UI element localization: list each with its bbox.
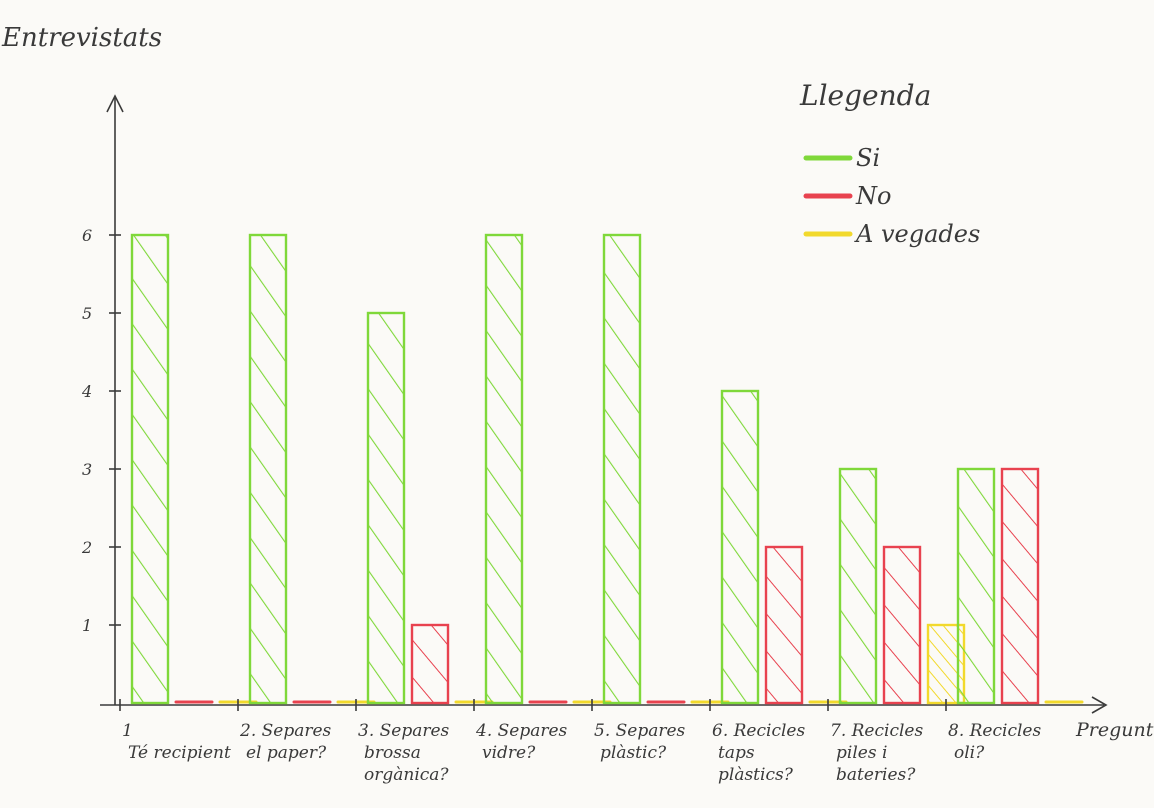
legend-label: No (855, 182, 891, 210)
y-tick-label: 1 (82, 616, 92, 635)
x-tick-label: 2. Separes el paper? (239, 721, 332, 763)
bar-si (484, 233, 524, 705)
y-tick-label: 6 (82, 226, 92, 245)
bar-no (410, 623, 450, 705)
y-ticks: 1 2 3 4 5 6 (81, 226, 121, 635)
x-tick-label: 7. Recicles piles i bateries? (830, 721, 923, 785)
bar-no (764, 545, 804, 705)
y-tick-label: 5 (82, 304, 92, 323)
bar-si (602, 233, 642, 705)
y-tick-label: 2 (81, 538, 92, 557)
bars-group (119, 233, 1084, 711)
x-tick-label: 5. Separes plàstic? (594, 721, 686, 763)
x-tick-label: 4. Separes vidre? (475, 721, 568, 763)
bar-no (882, 545, 922, 705)
y-axis-arrow (106, 94, 124, 113)
x-tick-label: 6. Recicles taps plàstics? (712, 721, 805, 785)
y-tick-label: 4 (81, 382, 92, 401)
bar-si (366, 311, 406, 705)
legend-items: Si No A vegades (803, 144, 980, 248)
x-tick-label: 3. Separes brossa orgànica? (358, 721, 450, 785)
legend-label: A vegades (854, 220, 980, 248)
bar-si (838, 467, 878, 705)
y-tick-label: 3 (82, 460, 92, 479)
y-axis-title: Entrevistats (1, 23, 162, 53)
bar-si (130, 233, 170, 705)
legend: Llegenda Si No A vegades (799, 79, 980, 248)
x-axis-title: Preguntes (1075, 719, 1154, 741)
x-axis-arrow (1091, 696, 1108, 714)
x-tick-label: 8. Recicles oli? (948, 721, 1041, 763)
bar-si (720, 389, 760, 705)
bar-no (1000, 467, 1040, 705)
bar-si (956, 467, 996, 705)
legend-label: Si (856, 144, 880, 172)
bar-si (248, 233, 288, 705)
legend-title: Llegenda (799, 79, 931, 112)
x-tick-label: 1 Té recipient (122, 721, 231, 763)
